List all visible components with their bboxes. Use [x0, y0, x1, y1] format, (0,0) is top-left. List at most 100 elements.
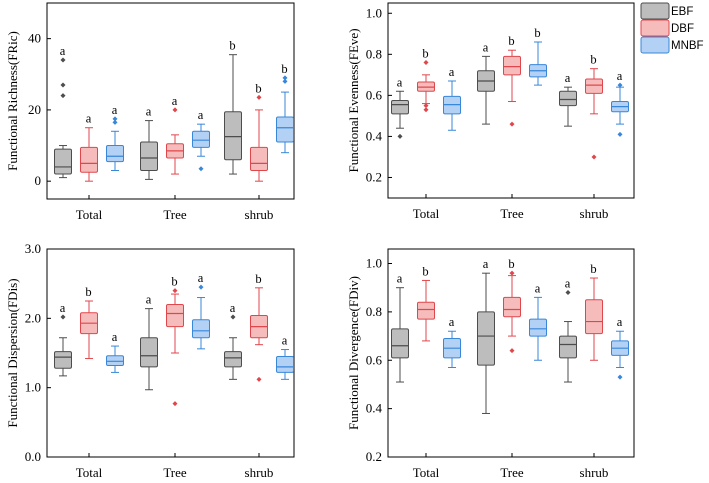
significance-letter: b: [422, 47, 428, 61]
x-tick-label: Total: [76, 207, 103, 222]
y-tick-label: 0.4: [366, 401, 383, 416]
iqr-box: [80, 146, 98, 173]
y-axis-label: Functional Dispersion(FDis): [5, 278, 20, 427]
iqr-box: [585, 299, 603, 335]
iqr-box: [166, 303, 184, 328]
iqr-box: [529, 318, 547, 337]
box-ebf: a: [477, 40, 495, 125]
significance-letter: b: [255, 81, 261, 95]
x-tick-label: Total: [413, 465, 440, 480]
outlier-point: [397, 133, 403, 139]
outlier-point: [282, 75, 288, 81]
y-tick-label: 0.2: [366, 169, 382, 184]
y-tick-label: 0.4: [366, 128, 383, 143]
x-tick-label: Tree: [163, 465, 187, 480]
iqr-box: [391, 100, 409, 115]
significance-letter: a: [397, 272, 403, 286]
legend: EBF DBF MNBF: [640, 2, 704, 54]
box-ebf: a: [391, 272, 409, 383]
outlier-point: [60, 82, 66, 88]
outlier-point: [198, 166, 204, 172]
y-tick-label: 3.0: [25, 241, 41, 256]
iqr-box: [559, 90, 577, 107]
legend-label-ebf: EBF: [671, 6, 693, 18]
outlier-point: [591, 154, 597, 160]
significance-letter: a: [86, 112, 92, 126]
y-tick-label: 1.0: [366, 256, 382, 271]
box-dbf: b: [166, 275, 184, 407]
significance-letter: a: [565, 71, 571, 85]
outlier-point: [565, 290, 571, 296]
box-dbf: b: [417, 264, 435, 342]
outlier-point: [617, 131, 623, 137]
plot-frame: [387, 248, 635, 458]
significance-letter: a: [146, 105, 152, 119]
significance-letter: a: [146, 293, 152, 307]
outlier-point: [198, 284, 204, 290]
y-tick-label: 1.0: [366, 5, 382, 20]
box-dbf: a: [80, 112, 98, 182]
outlier-point: [423, 103, 429, 109]
significance-letter: b: [590, 262, 596, 276]
outlier-point: [256, 376, 262, 382]
significance-letter: a: [449, 315, 455, 329]
legend-label-mnbf: MNBF: [671, 40, 704, 52]
iqr-box: [559, 335, 577, 359]
panel-frich: 0 20 40 Functional Richness(FRic) Total a a a Tr…: [5, 2, 295, 222]
significance-letter: b: [508, 34, 514, 48]
y-axis-label: Functional Richness(FRic): [5, 31, 20, 171]
significance-letter: b: [590, 53, 596, 67]
outlier-point: [256, 94, 262, 100]
box-dbf: b: [250, 81, 268, 182]
outlier-point: [282, 78, 288, 84]
x-tick-label: shrub: [580, 206, 609, 221]
box-ebf: a: [140, 293, 158, 391]
y-tick-label: 20: [28, 102, 41, 117]
y-tick-label: 0.0: [25, 449, 41, 464]
box-dbf: b: [503, 257, 521, 354]
iqr-box: [224, 351, 242, 368]
panel-fdis: 0.0 1.0 2.0 3.0 Functional Dispersion(FDis) T…: [5, 241, 295, 480]
box-dbf: b: [585, 53, 603, 160]
plot-frame: [387, 2, 635, 199]
outlier-point: [423, 107, 429, 113]
iqr-box: [276, 355, 294, 373]
significance-letter: a: [397, 75, 403, 89]
box-ebf: a: [391, 75, 409, 139]
outlier-point: [112, 119, 118, 125]
y-tick-label: 0.6: [366, 352, 383, 367]
significance-letter: a: [565, 277, 571, 291]
outlier-point: [60, 57, 66, 63]
significance-letter: b: [422, 264, 428, 278]
box-mnbf: a: [276, 334, 294, 380]
significance-letter: a: [535, 281, 541, 295]
y-axis-label: Functional Evenness(FEve): [346, 28, 361, 172]
iqr-box: [503, 296, 521, 318]
panel-feve: 0.2 0.4 0.6 0.8 1.0 Functional Evenness(FEve)…: [346, 2, 635, 221]
x-tick-label: Tree: [163, 207, 187, 222]
box-mnbf: a: [611, 69, 629, 137]
significance-letter: a: [60, 44, 66, 58]
iqr-box: [54, 148, 72, 175]
y-tick-label: 40: [28, 31, 41, 46]
x-tick-label: Tree: [500, 206, 524, 221]
y-tick-label: 0.8: [366, 304, 382, 319]
significance-letter: a: [282, 334, 288, 348]
significance-letter: b: [508, 257, 514, 271]
outlier-point: [509, 270, 515, 276]
box-mnbf: a: [611, 315, 629, 380]
outlier-point: [60, 93, 66, 99]
y-tick-label: 0.6: [366, 87, 383, 102]
significance-letter: a: [483, 40, 489, 54]
outlier-point: [112, 116, 118, 122]
y-tick-label: 0.2: [366, 449, 382, 464]
outlier-point: [172, 107, 178, 113]
iqr-box: [192, 319, 210, 339]
outlier-point: [60, 314, 66, 320]
panel-fdiv: 0.2 0.4 0.6 0.8 1.0 Functional Divergence(FDi…: [346, 248, 635, 480]
box-mnbf: a: [529, 281, 547, 361]
x-tick-label: shrub: [580, 465, 609, 480]
box-mnbf: a: [443, 315, 461, 369]
iqr-box: [250, 146, 268, 171]
outlier-point: [230, 314, 236, 320]
